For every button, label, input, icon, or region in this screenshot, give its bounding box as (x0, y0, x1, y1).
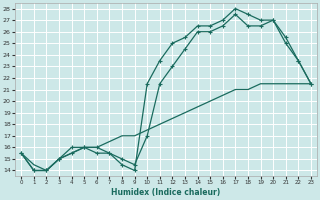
X-axis label: Humidex (Indice chaleur): Humidex (Indice chaleur) (111, 188, 221, 197)
